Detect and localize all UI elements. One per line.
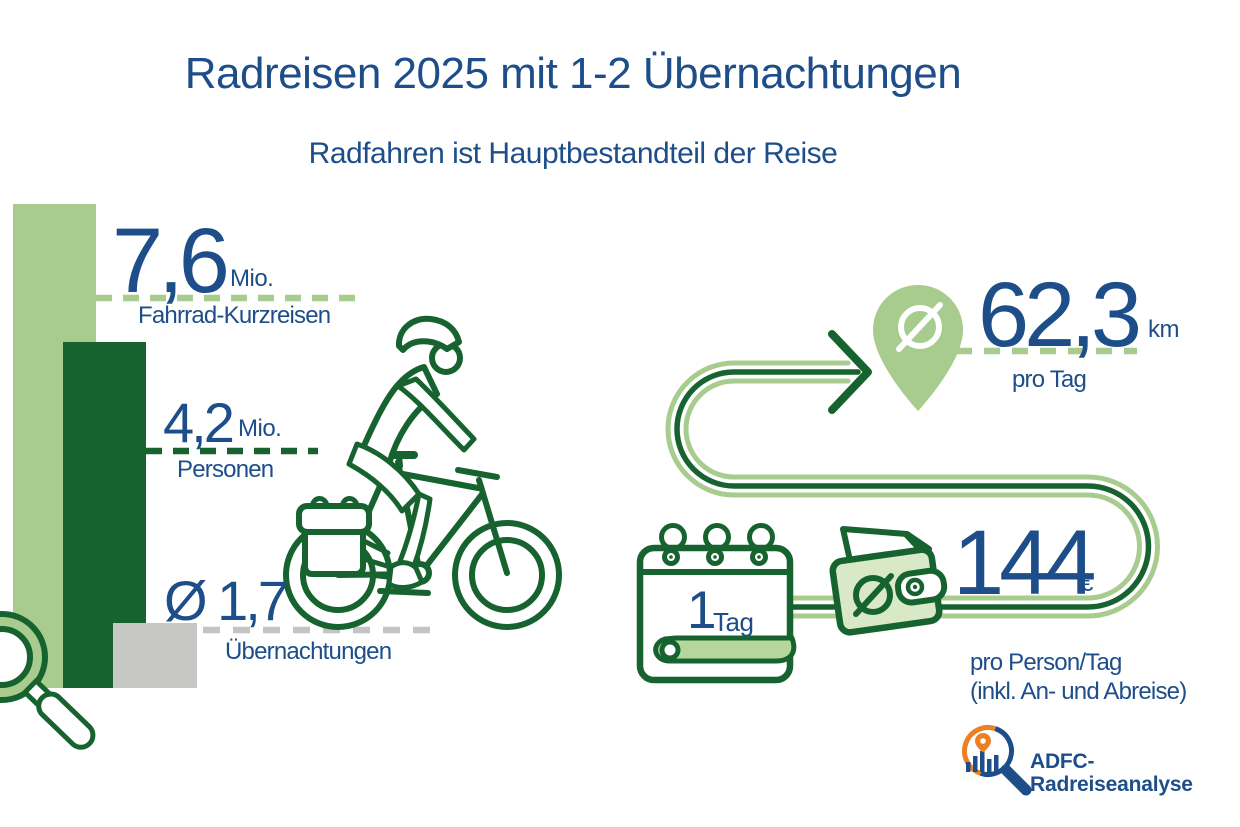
magnifier-icon <box>0 611 96 750</box>
front-wheel <box>452 520 562 630</box>
stat-trips-label: Fahrrad-Kurzreisen <box>138 302 331 329</box>
stat-nights-value: Ø 1,7 <box>164 569 289 632</box>
stat-cost-label1: pro Person/Tag <box>970 649 1122 676</box>
stat-distance-unit: km <box>1148 316 1180 343</box>
wallet-icon <box>829 526 948 636</box>
arrow-icon <box>828 330 872 414</box>
helmet <box>396 315 462 353</box>
page-title: Radreisen 2025 mit 1-2 Übernachtungen <box>184 49 962 98</box>
stat-distance-label: pro Tag <box>1012 366 1087 393</box>
stat-nights-label: Übernachtungen <box>225 638 392 665</box>
stat-cost-label2: (inkl. An- und Abreise) <box>970 678 1187 705</box>
stat-cost-value: 144 <box>953 512 1096 614</box>
stat-trips-unit: Mio. <box>230 265 274 292</box>
stat-persons-value: 4,2 <box>163 391 235 454</box>
logo-magnifier-handle <box>1000 764 1032 796</box>
stat-days-unit: Tag <box>713 607 754 637</box>
page-subtitle: Radfahren ist Hauptbestandteil der Reise <box>308 137 838 170</box>
stat-distance-value: 62,3 <box>978 264 1142 366</box>
average-symbol-pin <box>898 305 942 349</box>
route-path <box>665 330 1160 619</box>
bar-uebernachtungen <box>113 623 197 688</box>
cyclist-illustration <box>283 315 562 630</box>
adfc-logo-icon <box>962 725 1032 796</box>
stat-cost-unit: € <box>1080 570 1093 597</box>
stat-persons-label: Personen <box>177 456 274 483</box>
stat-persons-unit: Mio. <box>238 415 282 442</box>
stat-days-value: 1 <box>687 581 717 640</box>
average-symbol-wallet <box>853 575 893 615</box>
stat-trips-value: 7,6 <box>112 210 230 312</box>
logo-text: ADFC-Radreiseanalyse <box>1030 750 1193 797</box>
calendar-page-curl <box>653 635 797 664</box>
location-pin-icon <box>873 285 963 411</box>
calendar-icon <box>636 523 797 684</box>
